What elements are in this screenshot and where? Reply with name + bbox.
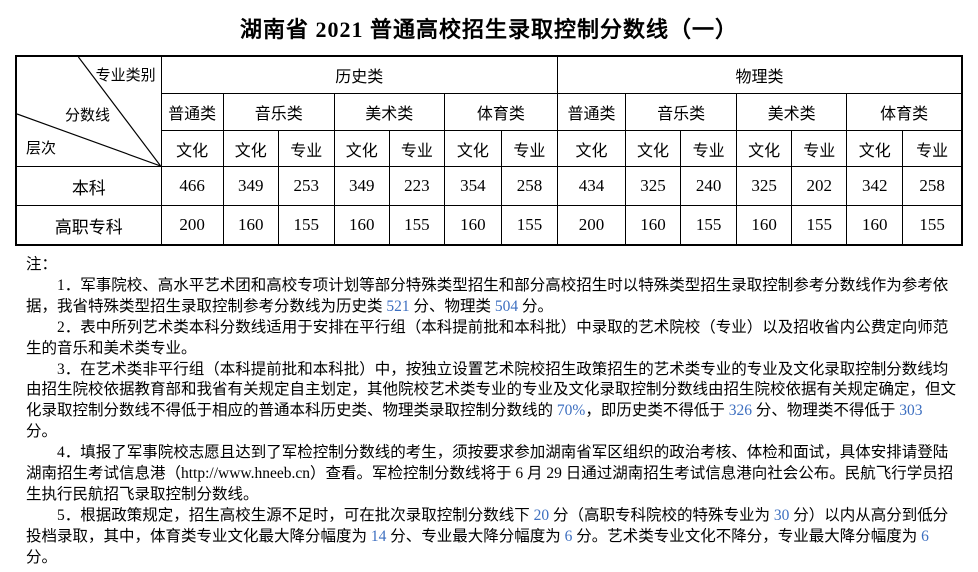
corner-header-cell: 专业类别 分数线 层次 (15, 55, 162, 167)
score-cell: 223 (388, 166, 445, 206)
highlighted-number: 504 (494, 297, 519, 315)
col-header-culture: 文化 (736, 130, 793, 167)
score-cell: 202 (791, 166, 848, 206)
col-header-major: 专业 (277, 130, 335, 167)
group-header-history: 历史类 (160, 55, 558, 94)
col-header-culture: 文化 (222, 130, 279, 167)
score-cell: 160 (736, 205, 793, 246)
note-item: 5．根据政策规定，招生高校生源不足时，可在批次录取控制分数线下 20 分（高职专… (26, 506, 949, 566)
score-cell: 466 (160, 166, 224, 206)
note-item: 1．军事院校、高水平艺术团和高校专项计划等部分特殊类型招生和部分高校招生时以特殊… (26, 276, 949, 315)
score-cell: 258 (500, 166, 558, 206)
col-header-major: 专业 (791, 130, 848, 167)
corner-label-scoreline: 分数线 (65, 108, 111, 124)
highlighted-number: 521 (386, 297, 410, 315)
subgroup-header-music: 音乐类 (625, 93, 738, 131)
notes-section: 注： 1．军事院校、高水平艺术团和高校专项计划等部分特殊类型招生和部分高校招生时… (26, 255, 956, 569)
highlighted-number: 30 (773, 506, 790, 524)
score-cell: 434 (556, 166, 627, 206)
row-label-vocational: 高职专科 (15, 205, 162, 246)
group-header-physics: 物理类 (556, 55, 963, 94)
score-cell: 160 (443, 205, 502, 246)
score-cell: 349 (333, 166, 390, 206)
subgroup-header-music: 音乐类 (222, 93, 335, 131)
corner-label-level: 层次 (26, 141, 57, 157)
notes-label: 注： (26, 256, 58, 273)
score-cell: 253 (277, 166, 335, 206)
score-cell: 258 (902, 166, 963, 206)
table-row-vocational: 高职专科 200 160 155 160 155 160 155 200 160… (15, 205, 963, 246)
col-header-major: 专业 (902, 130, 963, 167)
row-label-undergraduate: 本科 (15, 166, 162, 206)
note-item: 2．表中所列艺术类本科分数线适用于安排在平行组（本科提前批和本科批）中录取的艺术… (26, 318, 949, 357)
subgroup-header-regular: 普通类 (556, 93, 627, 131)
col-header-culture: 文化 (625, 130, 682, 167)
col-header-major: 专业 (680, 130, 738, 167)
corner-label-category: 专业类别 (95, 68, 156, 84)
note-item: 4．填报了军事院校志愿且达到了军检控制分数线的考生，须按要求参加湖南省军区组织的… (26, 444, 954, 503)
subgroup-header-sports: 体育类 (846, 93, 963, 131)
highlighted-number: 20 (533, 506, 550, 524)
highlighted-number: 14 (370, 527, 387, 545)
col-header-culture: 文化 (333, 130, 390, 167)
subgroup-header-regular: 普通类 (160, 93, 224, 131)
highlighted-number: 6 (921, 527, 929, 545)
score-cell: 155 (500, 205, 558, 246)
highlighted-number: 303 (899, 402, 923, 420)
score-cell: 240 (680, 166, 738, 206)
score-table: 专业类别 分数线 层次 历史类 物理类 普通类 音乐类 美术类 体育类 普通类 … (15, 55, 963, 246)
score-cell: 160 (846, 205, 904, 246)
score-cell: 325 (625, 166, 682, 206)
col-header-culture: 文化 (846, 130, 904, 167)
score-cell: 160 (222, 205, 279, 246)
highlighted-number: 326 (728, 402, 752, 420)
subgroup-header-sports: 体育类 (443, 93, 558, 131)
col-header-culture: 文化 (160, 130, 224, 167)
header-row-groups: 专业类别 分数线 层次 历史类 物理类 (15, 55, 963, 167)
score-cell: 354 (443, 166, 502, 206)
col-header-major: 专业 (388, 130, 445, 167)
highlighted-number: 6 (564, 527, 573, 545)
page-title: 湖南省 2021 普通高校招生录取控制分数线（一） (239, 17, 738, 42)
score-cell: 155 (388, 205, 445, 246)
header-row-leaf: 文化 文化 专业 文化 专业 文化 专业 文化 文化 专业 文化 专业 文化 专… (16, 130, 963, 167)
diagonal-lines (17, 57, 161, 166)
score-cell: 160 (333, 205, 390, 246)
score-cell: 325 (736, 166, 793, 206)
score-cell: 342 (846, 166, 904, 206)
col-header-culture: 文化 (443, 130, 502, 167)
note-item: 3．在艺术类非平行组（本科提前批和本科批）中，按独立设置艺术院校招生政策招生的艺… (26, 360, 957, 441)
col-header-major: 专业 (500, 130, 558, 167)
subgroup-header-art: 美术类 (333, 93, 445, 131)
score-cell: 200 (160, 205, 224, 246)
score-cell: 155 (277, 205, 335, 246)
highlighted-number: 70% (556, 402, 586, 420)
notes-list: 1．军事院校、高水平艺术团和高校专项计划等部分特殊类型招生和部分高校招生时以特殊… (26, 276, 956, 569)
score-cell: 160 (625, 205, 682, 246)
table-row-undergraduate: 本科 466 349 253 349 223 354 258 434 325 2… (15, 166, 963, 206)
subgroup-header-art: 美术类 (736, 93, 848, 131)
score-cell: 155 (902, 205, 963, 246)
score-cell: 155 (791, 205, 848, 246)
col-header-culture: 文化 (556, 130, 627, 167)
score-cell: 349 (222, 166, 279, 206)
score-cell: 155 (680, 205, 738, 246)
score-cell: 200 (556, 205, 627, 246)
